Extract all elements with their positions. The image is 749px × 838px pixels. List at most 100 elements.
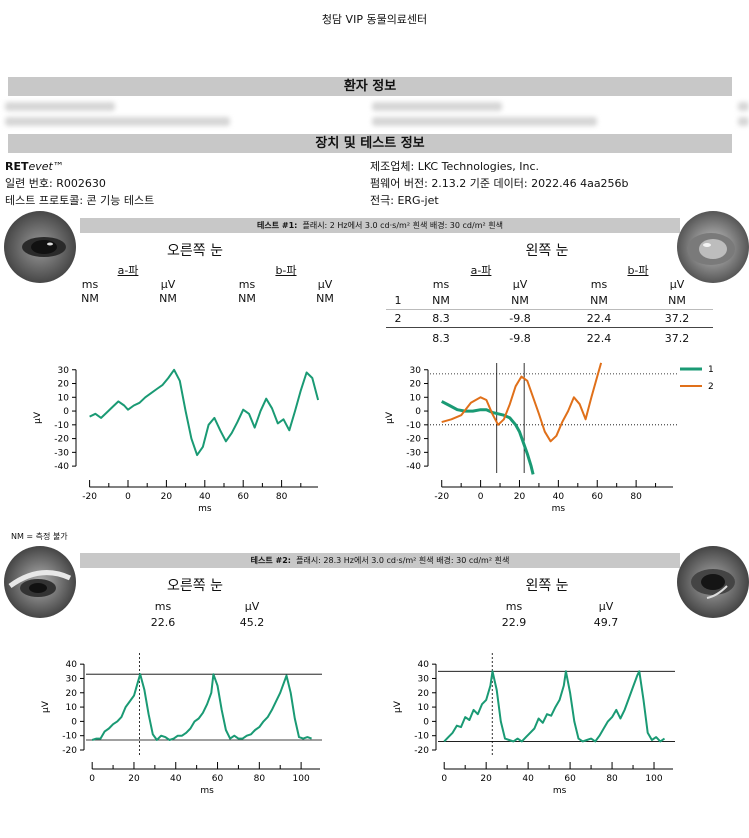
redacted-line [738, 102, 749, 111]
x-tick-label: -20 [434, 492, 449, 502]
row-index: 1 [394, 294, 402, 307]
x-tick-label: 80 [254, 774, 266, 784]
patient-info-header: 환자 정보 [8, 77, 732, 96]
series-line-1 [441, 400, 535, 475]
y-tick-label: -20 [406, 435, 421, 445]
unit: µV [669, 278, 685, 291]
y-tick-label: -30 [54, 448, 69, 458]
y-tick-label: 10 [58, 393, 70, 403]
y-tick-label: 0 [71, 717, 77, 727]
unit: µV [512, 278, 528, 291]
device-info-left: RETevet™ 일련 번호: R002630 테스트 프로토콜: 콘 기능 테… [5, 158, 154, 209]
cell: NM [668, 294, 686, 307]
a-wave-header: a-파 [470, 264, 492, 277]
x-tick-label: 0 [478, 492, 484, 502]
cell: 22.9 [501, 616, 527, 629]
serial-value: R002630 [56, 177, 106, 190]
y-tick-label: 40 [418, 660, 430, 670]
y-tick-label: 30 [66, 674, 78, 684]
test2-right-table: ms µV 22.6 45.2 [0, 600, 370, 634]
clinic-name: 청담 VIP 동물의료센터 [321, 13, 428, 26]
y-tick-label: 10 [66, 703, 78, 713]
x-tick-label: 60 [237, 492, 249, 502]
x-tick-label: 0 [441, 774, 447, 784]
y-axis-label: µV [393, 700, 403, 713]
series-line-1 [91, 673, 312, 741]
y-tick-label: 20 [410, 380, 422, 390]
y-tick-label: -30 [406, 448, 421, 458]
y-axis-label: µV [385, 411, 395, 424]
x-tick-label: 60 [564, 774, 576, 784]
y-tick-label: 30 [410, 366, 422, 376]
y-tick-label: 20 [58, 380, 70, 390]
redacted-line [5, 117, 230, 126]
x-tick-label: 80 [606, 774, 618, 784]
protocol-value: 콘 기능 테스트 [86, 194, 155, 207]
y-axis-label: µV [41, 700, 51, 713]
x-tick-label: 40 [553, 492, 565, 502]
cell: 49.7 [593, 616, 619, 629]
unit: ms [590, 278, 608, 291]
right-eye-photo [4, 211, 76, 283]
x-tick-label: 60 [212, 774, 224, 784]
test1-right-eye-title: 오른쪽 눈 [167, 243, 223, 259]
y-tick-label: -20 [54, 435, 69, 445]
test1-left-chart: 30 20 10 0 -10 -20 -30 -40 µV -20 0 20 40 60 80 ms 1 2 [385, 362, 714, 514]
x-tick-label: 80 [276, 492, 288, 502]
row-divider [386, 309, 713, 310]
summary-divider [386, 327, 713, 328]
cell: 45.2 [239, 616, 265, 629]
unit: µV [598, 600, 614, 613]
x-tick-label: 0 [89, 774, 95, 784]
y-tick-label: 40 [66, 660, 78, 670]
x-axis-label: ms [552, 504, 566, 514]
cell: NM [511, 294, 529, 307]
x-tick-label: 20 [161, 492, 173, 502]
b-wave-header: b-파 [275, 264, 297, 277]
series-line-1 [443, 670, 666, 743]
cell: 22.4 [586, 332, 612, 345]
x-axis-label: ms [198, 504, 212, 514]
b-wave-header: b-파 [627, 264, 649, 277]
cell: 22.4 [586, 312, 612, 325]
cell: 37.2 [664, 332, 690, 345]
x-tick-label: 40 [199, 492, 211, 502]
x-axis-label: ms [200, 786, 214, 796]
unit: µV [160, 278, 176, 291]
y-tick-label: 10 [410, 393, 422, 403]
y-tick-label: 30 [418, 674, 430, 684]
y-tick-label: -40 [54, 462, 69, 472]
y-tick-label: -10 [54, 421, 69, 431]
test1-left-eye-title: 왼쪽 눈 [525, 243, 569, 259]
redacted-line [5, 102, 115, 111]
test2-right-eye-title: 오른쪽 눈 [167, 578, 223, 594]
y-tick-label: 0 [415, 407, 421, 417]
legend-label: 1 [708, 365, 714, 375]
series-line-1 [89, 368, 320, 457]
x-tick-label: 40 [522, 774, 534, 784]
redacted-line [372, 102, 502, 111]
cell: NM [432, 294, 450, 307]
firmware-row: 펌웨어 버전: 2.13.2 기준 데이터: 2022.46 4aa256b [370, 177, 629, 190]
cell: NM [316, 292, 334, 305]
y-tick-label: 0 [423, 717, 429, 727]
nm-note: NM = 측정 불가 [11, 532, 68, 541]
x-tick-label: 80 [630, 492, 642, 502]
brand: RETevet™ [5, 160, 64, 173]
left-eye-photo [677, 211, 749, 283]
right-eye-photo [4, 546, 76, 618]
cell: 8.3 [432, 312, 450, 325]
left-eye-photo [677, 546, 749, 618]
x-tick-label: 40 [170, 774, 182, 784]
y-axis-label: µV [33, 411, 43, 424]
x-axis-label: ms [553, 786, 567, 796]
electrode-row: 전극: ERG-jet [370, 194, 439, 207]
x-tick-label: -20 [82, 492, 97, 502]
x-tick-label: 0 [125, 492, 131, 502]
y-tick-label: 20 [66, 689, 78, 699]
x-tick-label: 20 [128, 774, 140, 784]
cell: -9.8 [509, 332, 531, 345]
y-tick-label: 20 [418, 689, 430, 699]
y-tick-label: -10 [406, 421, 421, 431]
